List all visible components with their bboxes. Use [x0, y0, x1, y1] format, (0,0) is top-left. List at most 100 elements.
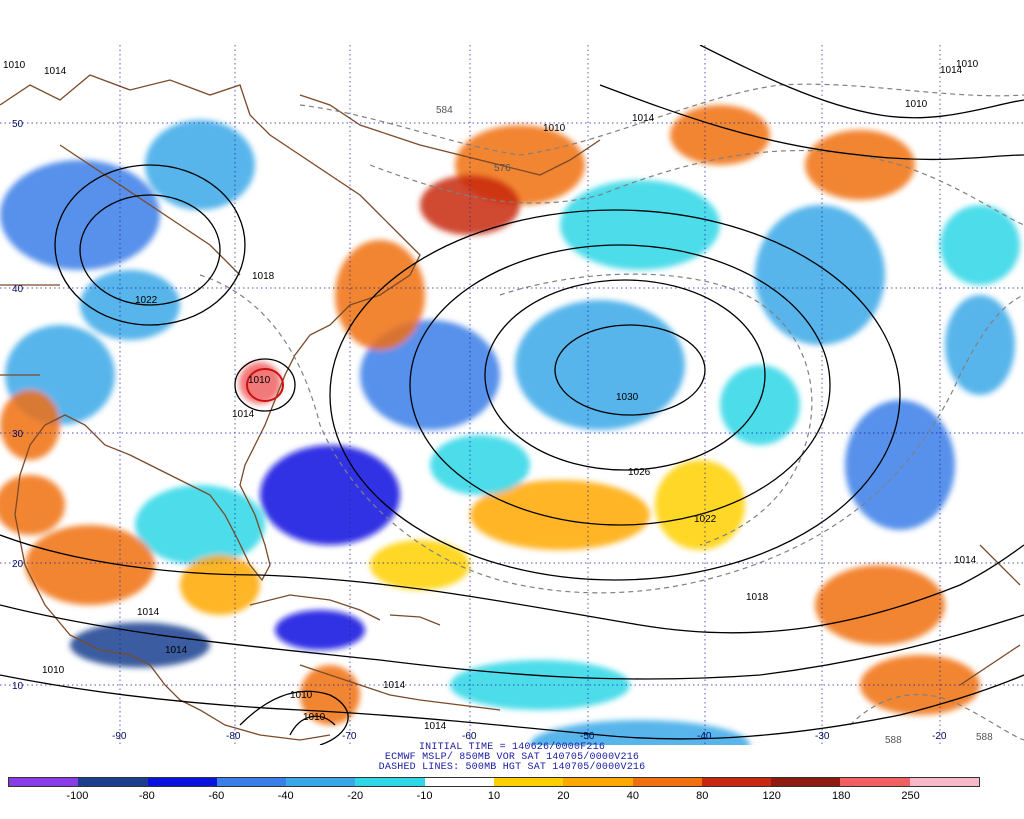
longitude-label: -50	[580, 731, 595, 742]
colorbar-segment	[563, 778, 633, 786]
vorticity-patch	[0, 390, 60, 460]
title-product: ECMWF MSLP/ 850MB VOR SAT 140705/0000V21…	[384, 752, 640, 763]
vorticity-patch	[655, 460, 745, 550]
colorbar-tick-label: 20	[557, 790, 570, 802]
latitude-label: 10	[12, 681, 24, 692]
colorbar-tick-label: 10	[487, 790, 501, 802]
isobar-label: 1014	[137, 607, 160, 618]
colorbar-tick-labels: -100 -80 -60 -40 -20 -10 10 20 40 80 120 180 250	[0, 790, 1024, 804]
isobar-label: 1010	[290, 690, 313, 701]
isobar-label: 1010	[956, 59, 979, 70]
vorticity-patch	[180, 555, 260, 615]
colorbar-segment	[78, 778, 148, 786]
colorbar-segment	[909, 778, 979, 786]
vorticity-patch	[815, 565, 945, 645]
latitude-label: 50	[12, 119, 24, 130]
colorbar-segment	[493, 778, 564, 786]
isobar-label: 1010	[543, 123, 566, 134]
isobar-label: 1014	[424, 721, 447, 732]
vorticity-patch	[25, 525, 155, 605]
vorticity-patch	[420, 175, 520, 235]
colorbar-tick-label: 40	[626, 790, 639, 802]
isobar-label: 1018	[746, 592, 769, 603]
colorbar-tick-label: -100	[66, 790, 89, 802]
colorbar-tick-label: -60	[208, 790, 225, 802]
colorbar-tick-label: 180	[831, 790, 851, 802]
height-contour-label: 584	[436, 105, 453, 116]
vorticity-patch	[0, 160, 160, 270]
isobar-label: 1014	[232, 409, 255, 420]
isobar-label: 1022	[694, 514, 717, 525]
title-initial-time: INITIAL TIME = 140626/0000F216	[418, 742, 606, 753]
vorticity-patch	[470, 480, 650, 550]
vorticity-patch	[430, 435, 530, 495]
vorticity-patch	[80, 270, 180, 340]
vorticity-patch	[940, 205, 1020, 285]
isobar-label: 1010	[3, 60, 26, 71]
isobar-label: 1014	[165, 645, 188, 656]
colorbar-tick-label: 120	[762, 790, 781, 802]
colorbar-tick-label: -20	[347, 790, 364, 802]
isobar-label: 1014	[940, 65, 963, 76]
colorbar-segment	[701, 778, 772, 786]
colorbar-tick-label: 250	[901, 790, 920, 802]
colorbar-tick-label: -10	[416, 790, 433, 802]
longitude-label: -80	[226, 731, 241, 742]
height-contour-label: 576	[494, 163, 511, 174]
colorbar-segment	[147, 778, 217, 786]
isobar-label: 1010	[42, 665, 65, 676]
vorticity-patch	[145, 120, 255, 210]
isobar-label: 1014	[632, 113, 655, 124]
isobar-label: 1030	[616, 392, 639, 403]
vorticity-patch	[845, 400, 955, 530]
coastline	[0, 74, 1021, 741]
vorticity-patch	[560, 180, 720, 270]
vorticity-patch	[370, 540, 470, 590]
isobar-label: 1010	[248, 375, 271, 386]
vorticity-patch	[275, 610, 365, 650]
vorticity-patch	[260, 445, 400, 545]
colorbar-tick-label: 80	[696, 790, 709, 802]
title-dashed-lines: DASHED LINES: 500MB HGT SAT 140705/0000V…	[378, 762, 646, 773]
vorticity-patch	[945, 295, 1015, 395]
isobar-label: 1026	[628, 467, 651, 478]
colorbar-tick-label: -80	[138, 790, 155, 802]
vorticity-patch	[755, 205, 885, 345]
vorticity-patch	[360, 320, 500, 430]
longitude-label: -60	[462, 731, 477, 742]
colorbar-segment	[771, 778, 841, 786]
colorbar-segment	[632, 778, 702, 786]
isobar-label: 1010	[303, 712, 326, 723]
longitude-label: -40	[697, 731, 712, 742]
longitude-label: -20	[932, 731, 947, 742]
height-contour-label: 588	[976, 732, 993, 743]
colorbar-segment	[216, 778, 287, 786]
colorbar-segment	[840, 778, 910, 786]
colorbar-segment	[424, 778, 494, 786]
mslp-isobars	[0, 45, 1024, 745]
vorticity-colorbar	[8, 777, 980, 787]
isobar-label: 1010	[905, 99, 928, 110]
isobar-label: 1014	[383, 680, 406, 691]
vorticity-patch	[70, 622, 210, 668]
latitude-label: 30	[12, 429, 24, 440]
colorbar-tick-label: -40	[277, 790, 294, 802]
longitude-label: -90	[112, 731, 127, 742]
longitude-label: -30	[815, 731, 830, 742]
latitude-label: 20	[12, 559, 24, 570]
map-title-block: INITIAL TIME = 140626/0000F216 ECMWF MSL…	[0, 743, 1024, 773]
vorticity-field: 1010101410101014101010101018102210101014…	[0, 45, 1024, 745]
vorticity-patch	[805, 130, 915, 200]
colorbar-segment	[355, 778, 425, 786]
latitude-label: 40	[12, 284, 24, 295]
vorticity-patch	[135, 485, 265, 565]
isobar-label: 1014	[954, 555, 977, 566]
isobar-label: 1014	[44, 66, 67, 77]
vorticity-patch	[515, 300, 685, 430]
colorbar-segment	[9, 778, 79, 786]
vorticity-patch	[720, 365, 800, 445]
isobar-label: 1018	[252, 271, 275, 282]
isobar-label: 1022	[135, 295, 158, 306]
height-contour-label: 588	[885, 735, 902, 745]
weather-map: 1010 1014 1010 1014 1010 1010 1018 1022 1010 1014…	[0, 45, 1024, 745]
